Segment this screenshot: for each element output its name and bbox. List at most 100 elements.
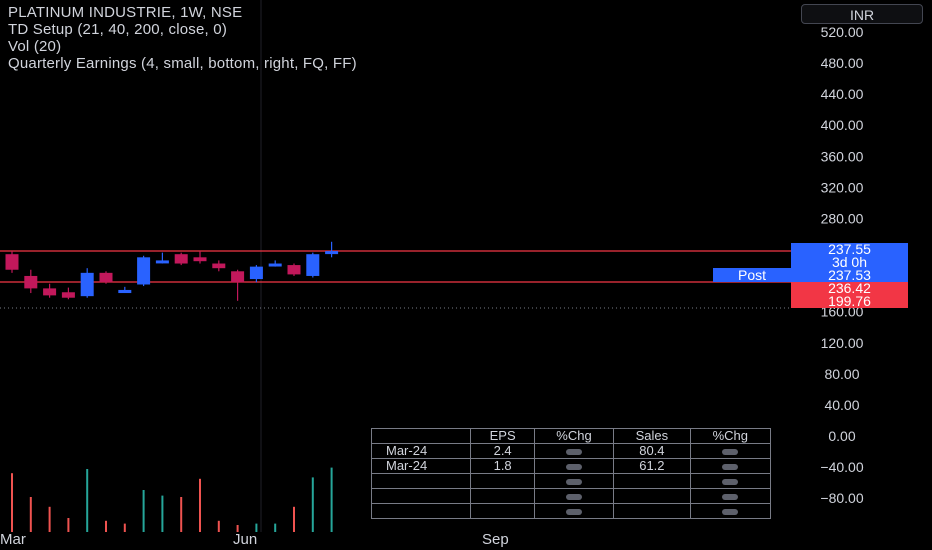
table-cell-eps-chg bbox=[533, 473, 615, 489]
volume-bar bbox=[293, 506, 295, 532]
table-cell-eps bbox=[470, 488, 535, 504]
price-axis-tick-label: 440.00 bbox=[821, 86, 864, 102]
table-cell-eps-chg bbox=[533, 488, 615, 504]
price-axis-tick-label: 80.00 bbox=[824, 366, 859, 382]
table-row: Mar-24 2.4 80.4 bbox=[370, 443, 772, 459]
countdown-tag: 3d 0h bbox=[791, 255, 908, 269]
na-dot-icon bbox=[565, 448, 582, 455]
time-label-mar: Mar bbox=[0, 531, 26, 548]
na-dot-icon bbox=[565, 508, 582, 515]
table-cell-sales-chg bbox=[689, 488, 772, 504]
candle-body bbox=[268, 263, 282, 267]
candle-body bbox=[61, 292, 75, 298]
time-label-sep: Sep bbox=[482, 531, 509, 548]
volume-bar bbox=[123, 523, 126, 532]
currency-button[interactable]: INR bbox=[801, 4, 923, 24]
indicator-td-setup[interactable]: TD Setup (21, 40, 200, close, 0) bbox=[8, 21, 228, 38]
candle-body bbox=[174, 254, 188, 264]
last-price-tag: 237.55 bbox=[791, 242, 908, 256]
price-axis-tick-label: 0.00 bbox=[828, 428, 855, 444]
candle-body bbox=[306, 254, 320, 276]
table-header-row: EPS %Chg Sales %Chg bbox=[370, 428, 772, 444]
volume-bar bbox=[86, 469, 89, 532]
candle-body bbox=[212, 263, 226, 269]
na-dot-icon bbox=[722, 448, 739, 455]
volume-bar bbox=[29, 497, 32, 532]
table-cell-sales: 61.2 bbox=[613, 458, 691, 474]
table-cell-eps bbox=[470, 473, 535, 489]
table-cell-period bbox=[370, 503, 472, 519]
level-1-tag: 236.42 bbox=[791, 281, 908, 295]
table-cell-period bbox=[370, 488, 472, 504]
na-dot-icon bbox=[722, 508, 739, 515]
table-header-cell bbox=[370, 428, 472, 444]
candle-body bbox=[287, 265, 301, 275]
symbol-title[interactable]: PLATINUM INDUSTRIE, 1W, NSE bbox=[8, 4, 243, 21]
volume-bar bbox=[67, 518, 70, 532]
table-row: Mar-24 1.8 61.2 bbox=[370, 458, 772, 474]
earnings-table: EPS %Chg Sales %Chg Mar-24 2.4 80.4 Mar-… bbox=[370, 428, 772, 519]
candle-body bbox=[193, 257, 207, 262]
price-axis[interactable]: 520.00 480.00 440.00 400.00 360.00 320.00 280.… bbox=[820, 24, 863, 506]
post-price-tag: 237.53 bbox=[791, 268, 908, 282]
volume-bar bbox=[236, 525, 239, 532]
table-cell-eps: 2.4 bbox=[470, 443, 535, 459]
volume-bar bbox=[11, 473, 13, 532]
table-cell-eps-chg bbox=[533, 458, 615, 474]
chart-legend: PLATINUM INDUSTRIE, 1W, NSE TD Setup (21… bbox=[8, 4, 357, 72]
table-cell-sales bbox=[613, 473, 691, 489]
candle-body bbox=[118, 289, 132, 294]
volume-bar bbox=[48, 506, 51, 532]
price-axis-tick-label: 360.00 bbox=[821, 148, 864, 164]
table-cell-sales-chg bbox=[689, 503, 772, 519]
table-cell-sales-chg bbox=[689, 458, 772, 474]
volume-bar bbox=[161, 495, 164, 532]
volume-bar bbox=[311, 477, 314, 532]
candle-body bbox=[137, 257, 151, 285]
candle-body bbox=[231, 271, 245, 283]
volume-bar bbox=[274, 523, 277, 532]
price-axis-tick-label: −40.00 bbox=[820, 459, 863, 475]
price-axis-tick-label: −80.00 bbox=[820, 490, 863, 506]
candle-body bbox=[43, 288, 57, 296]
table-row bbox=[370, 473, 772, 489]
candle-body bbox=[99, 272, 113, 283]
volume-bar bbox=[105, 520, 107, 532]
table-header-cell: %Chg bbox=[533, 428, 615, 444]
table-cell-sales-chg bbox=[689, 443, 772, 459]
na-dot-icon bbox=[565, 478, 582, 485]
post-market-label: Post bbox=[713, 268, 791, 282]
price-axis-tick-label: 480.00 bbox=[821, 55, 864, 71]
volume-bar bbox=[199, 478, 201, 532]
price-axis-tick-label: 520.00 bbox=[821, 24, 864, 40]
table-cell-sales bbox=[613, 503, 691, 519]
price-axis-tick-label: 400.00 bbox=[821, 117, 864, 133]
candle-body bbox=[155, 260, 169, 264]
table-header-cell: Sales bbox=[613, 428, 691, 444]
table-cell-eps bbox=[470, 503, 535, 519]
candle-body bbox=[5, 254, 19, 270]
volume-bar bbox=[217, 520, 220, 532]
na-dot-icon bbox=[722, 493, 739, 500]
volume-bar bbox=[255, 523, 258, 532]
candle-body bbox=[325, 251, 339, 255]
candle-body bbox=[249, 266, 263, 280]
candle-body bbox=[24, 275, 38, 289]
candlesticks bbox=[5, 241, 339, 301]
table-row bbox=[370, 488, 772, 504]
na-dot-icon bbox=[722, 463, 739, 470]
volume-bar bbox=[330, 467, 333, 532]
indicator-volume[interactable]: Vol (20) bbox=[8, 38, 62, 55]
price-axis-tick-label: 40.00 bbox=[824, 397, 859, 413]
table-cell-sales-chg bbox=[689, 473, 772, 489]
table-header-cell: EPS bbox=[470, 428, 535, 444]
table-cell-sales bbox=[613, 488, 691, 504]
na-dot-icon bbox=[565, 493, 582, 500]
time-label-jun: Jun bbox=[233, 531, 257, 548]
candle-body bbox=[80, 272, 94, 297]
volume-bars bbox=[11, 467, 333, 532]
table-cell-period: Mar-24 bbox=[370, 458, 472, 474]
table-cell-eps: 1.8 bbox=[470, 458, 535, 474]
indicator-quarterly-earnings[interactable]: Quarterly Earnings (4, small, bottom, ri… bbox=[8, 55, 357, 72]
